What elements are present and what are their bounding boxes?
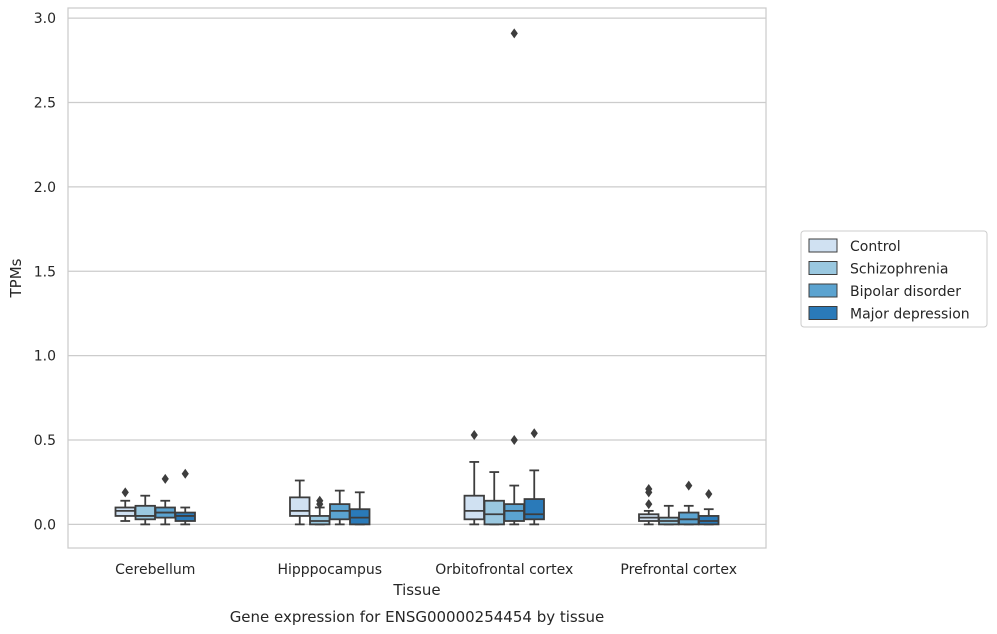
outlier-point [181, 468, 189, 479]
y-tick-label: 2.0 [34, 180, 56, 196]
outlier-point [470, 429, 478, 440]
iqr-box [463, 494, 485, 521]
box-bipolar-disorder [503, 28, 525, 526]
iqr-box [503, 503, 525, 522]
legend-swatch [808, 283, 838, 298]
y-tick-label: 0.0 [34, 517, 56, 533]
y-tick-labels: 0.0 0.5 1.0 1.5 2.0 2.5 3.0 [34, 11, 56, 533]
box-bipolar-disorder [154, 473, 176, 526]
x-tick-label: Hipppocampus [277, 562, 382, 578]
y-tick-label: 2.5 [34, 96, 56, 112]
iqr-box [523, 498, 545, 521]
box-major-depression [523, 428, 545, 526]
y-tick-label: 3.0 [34, 11, 56, 27]
x-tick-label: Cerebellum [115, 562, 195, 578]
outlier-point [510, 435, 518, 445]
outlier-point [510, 28, 518, 39]
legend-swatch [808, 306, 838, 320]
x-tick-labels: Cerebellum Hipppocampus Orbitofrontal cort… [115, 562, 737, 578]
box-control [463, 429, 485, 526]
iqr-box [483, 499, 505, 526]
legend-entry: Bipolar disorder [850, 284, 961, 300]
iqr-box [134, 504, 156, 521]
outlier-point [121, 487, 129, 498]
box-schizophrenia [134, 494, 156, 526]
y-tick-label: 1.0 [34, 349, 56, 365]
x-tick-label: Orbitofrontal cortex [435, 562, 573, 578]
outlier-point [645, 499, 653, 510]
legend-entry: Schizophrenia [850, 262, 948, 278]
y-tick-label: 1.5 [34, 264, 56, 280]
outlier-point [685, 480, 693, 491]
iqr-box [289, 496, 311, 517]
legend-frame [800, 230, 988, 328]
x-tick-label: Prefrontal cortex [620, 562, 737, 578]
y-gridlines [68, 17, 766, 525]
box-major-depression [349, 491, 371, 526]
chart-caption: Gene expression for ENSG00000254454 by t… [230, 608, 605, 626]
box-schizophrenia [658, 504, 680, 526]
legend-swatch [808, 238, 838, 253]
x-axis-label: Tissue [392, 581, 440, 599]
box-control [289, 479, 311, 526]
box-schizophrenia [309, 495, 331, 526]
box-plots [114, 28, 720, 526]
box-control [114, 487, 136, 522]
outlier-point [161, 473, 169, 484]
legend: Control Schizophrenia Bipolar disorder Majo… [800, 230, 988, 328]
y-tick-label: 0.5 [34, 433, 56, 449]
outlier-point [705, 489, 713, 499]
legend-entry: Major depression [850, 307, 970, 323]
legend-swatch [808, 261, 838, 275]
outlier-point [645, 483, 653, 494]
box-major-depression [174, 468, 196, 526]
outlier-point [530, 428, 538, 439]
box-bipolar-disorder [678, 480, 700, 526]
box-control [638, 483, 660, 526]
box-bipolar-disorder [329, 489, 351, 526]
plot-frame [67, 7, 767, 549]
y-axis-label: TPMs [7, 258, 25, 298]
box-major-depression [698, 489, 720, 526]
outlier-point [316, 495, 324, 506]
legend-entry: Control [850, 239, 901, 255]
box-schizophrenia [483, 471, 505, 526]
